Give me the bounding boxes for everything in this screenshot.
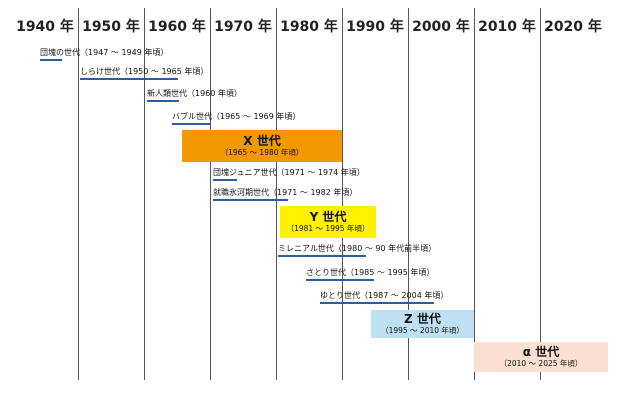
generation-shinjinrui: 新人類世代（1960 年頃） xyxy=(147,89,242,102)
generation-span-bar xyxy=(320,302,434,304)
decade-label-2010: 2010 年 xyxy=(478,19,536,35)
decade-label-1940: 1940 年 xyxy=(16,19,74,35)
gridline-1950 xyxy=(78,8,79,380)
gridline-2010 xyxy=(474,8,475,380)
generation-y-title: Y 世代 xyxy=(309,210,347,224)
generation-span-bar xyxy=(306,279,374,281)
generation-label: 就職氷河期世代（1971 〜 1982 年頃） xyxy=(213,188,358,197)
generation-x-title: X 世代 xyxy=(243,134,281,148)
generation-label: 団塊の世代（1947 〜 1949 年頃） xyxy=(40,48,169,57)
decade-label-1980: 1980 年 xyxy=(280,19,338,35)
gridline-1960 xyxy=(144,8,145,380)
generation-alpha-box: α 世代 （2010 〜 2025 年頃） xyxy=(474,342,608,372)
generation-label: ミレニアル世代（1980 〜 90 年代前半頃） xyxy=(278,244,437,253)
generation-span-bar xyxy=(40,59,62,61)
generation-yutori: ゆとり世代（1987 〜 2004 年頃） xyxy=(320,291,449,304)
gridline-2020 xyxy=(540,8,541,380)
generation-label: ゆとり世代（1987 〜 2004 年頃） xyxy=(320,291,449,300)
generation-span-bar xyxy=(172,123,210,125)
decade-label-2000: 2000 年 xyxy=(412,19,470,35)
generation-bubble: バブル世代（1965 〜 1969 年頃） xyxy=(172,112,301,125)
generation-span-bar xyxy=(213,199,288,201)
generation-z-range: （1995 〜 2010 年頃） xyxy=(381,326,464,335)
generation-dankai: 団塊の世代（1947 〜 1949 年頃） xyxy=(40,48,169,61)
generation-label: 新人類世代（1960 年頃） xyxy=(147,89,242,98)
generation-x-range: （1965 〜 1980 年頃） xyxy=(220,148,304,157)
generation-x-box: X 世代 （1965 〜 1980 年頃） xyxy=(182,130,342,162)
generation-span-bar xyxy=(80,78,178,80)
generation-label: しらけ世代（1950 〜 1965 年頃） xyxy=(80,67,209,76)
gridline-1980 xyxy=(276,8,277,380)
generation-label: バブル世代（1965 〜 1969 年頃） xyxy=(172,112,301,121)
generation-satori: さとり世代（1985 〜 1995 年頃） xyxy=(306,268,435,281)
generation-y-box: Y 世代 （1981 〜 1995 年頃） xyxy=(280,206,376,238)
gridline-1990 xyxy=(342,8,343,380)
generation-hyogaki: 就職氷河期世代（1971 〜 1982 年頃） xyxy=(213,188,358,201)
generation-label: 団塊ジュニア世代（1971 〜 1974 年頃） xyxy=(213,168,365,177)
decade-label-1990: 1990 年 xyxy=(346,19,404,35)
decade-label-1950: 1950 年 xyxy=(82,19,140,35)
generation-y-range: （1981 〜 1995 年頃） xyxy=(286,224,370,233)
generation-span-bar xyxy=(213,179,237,181)
generation-z-box: Z 世代 （1995 〜 2010 年頃） xyxy=(371,310,474,338)
generation-label: さとり世代（1985 〜 1995 年頃） xyxy=(306,268,435,277)
decade-label-1970: 1970 年 xyxy=(214,19,272,35)
generation-alpha-range: （2010 〜 2025 年頃） xyxy=(499,359,583,368)
generation-alpha-title: α 世代 xyxy=(522,345,560,359)
generation-span-bar xyxy=(278,255,366,257)
generation-millennial: ミレニアル世代（1980 〜 90 年代前半頃） xyxy=(278,244,437,257)
gridline-2000 xyxy=(408,8,409,380)
generation-span-bar xyxy=(147,100,179,102)
gridline-1970 xyxy=(210,8,211,380)
decade-label-2020: 2020 年 xyxy=(544,19,602,35)
generation-dankai-junior: 団塊ジュニア世代（1971 〜 1974 年頃） xyxy=(213,168,365,181)
generation-z-title: Z 世代 xyxy=(404,312,441,326)
decade-label-1960: 1960 年 xyxy=(148,19,206,35)
generation-shirake: しらけ世代（1950 〜 1965 年頃） xyxy=(80,67,209,80)
